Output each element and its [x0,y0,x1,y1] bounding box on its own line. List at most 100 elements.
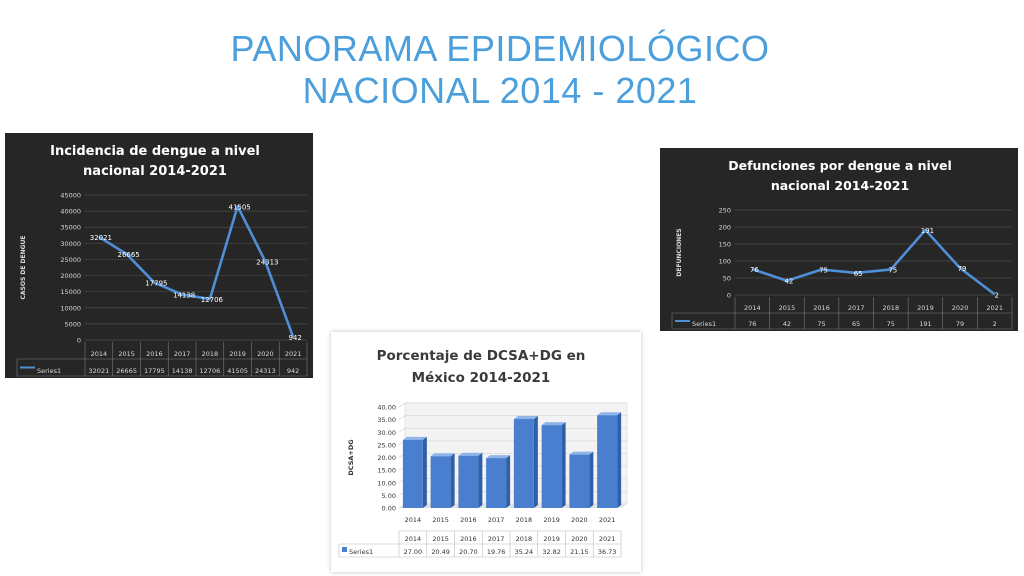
deaths-table-value: 2 [993,320,997,328]
deaths-x-tick-label: 2020 [952,304,969,312]
dcsa-bar-top [597,412,622,416]
dcsa-x-tick-label: 2021 [599,516,616,524]
dcsa-table-value: 36.73 [598,548,617,556]
dengue-deaths-chart-panel: Defunciones por dengue a nivel nacional 2… [660,148,1018,331]
dcsa-bar-top [430,453,455,457]
dcsa-x-tick-label: 2018 [516,516,533,524]
dcsa-table-header: 2015 [432,535,449,543]
dengue-data-label: 32021 [90,234,112,242]
deaths-legend-label: Series1 [692,320,716,328]
dengue-y-tick-label: 45000 [60,192,81,200]
dcsa-bar-top [402,436,427,440]
dengue-y-tick-label: 5000 [64,320,81,328]
dengue-table-value: 17795 [144,367,165,375]
dcsa-table-value: 19.76 [487,548,506,556]
deaths-table-value: 75 [817,320,825,328]
dengue-table-value: 14138 [172,367,193,375]
dcsa-y-tick-label: 30.00 [377,429,396,437]
dengue-x-tick-label: 2020 [257,350,274,358]
dcsa-y-tick-label: 25.00 [377,441,396,449]
dcsa-table-header: 2016 [460,535,477,543]
deaths-data-label: 65 [854,270,863,278]
dcsa-gridline [398,415,406,420]
slide-title-line-2: NACIONAL 2014 - 2021 [302,70,698,111]
dcsa-gridline [398,402,406,408]
dcsa-legend-label: Series1 [349,548,373,556]
deaths-data-label: 2 [994,291,998,299]
deaths-data-label: 191 [921,227,934,235]
deaths-table-value: 42 [783,320,791,328]
dcsa-bar-side [422,436,427,508]
dcsa-y-tick-label: 20.00 [377,454,396,462]
deaths-data-label: 75 [819,267,828,275]
dengue-incidence-chart-panel: Incidencia de dengue a nivel nacional 201… [5,133,313,378]
dcsa-bar-side [617,412,622,508]
dengue-table-value: 942 [287,367,299,375]
dcsa-dg-chart: Porcentaje de DCSA+DG en México 2014-2021… [338,348,628,558]
dengue-table-value: 41505 [227,367,248,375]
dengue-data-label: 24313 [256,259,278,267]
dengue-x-tick-label: 2017 [174,350,191,358]
dcsa-title-line: México 2014-2021 [412,370,551,386]
dcsa-bar-side [450,453,455,508]
dcsa-bar [569,454,590,508]
dcsa-x-tick-label: 2020 [571,516,588,524]
dengue-data-label: 14138 [173,291,195,299]
dengue-data-label: 26665 [117,251,139,259]
dcsa-bar [486,458,507,508]
dcsa-bar [430,456,451,508]
dcsa-bar-side [533,416,538,508]
dcsa-y-tick-label: 40.00 [377,404,396,412]
dcsa-x-tick-label: 2019 [543,516,560,524]
deaths-y-tick-label: 150 [719,241,731,249]
deaths-y-tick-label: 250 [719,207,731,215]
deaths-table-value: 65 [852,320,860,328]
dengue-x-tick-label: 2014 [91,350,108,358]
dcsa-x-tick-label: 2017 [488,516,505,524]
dcsa-legend-key [342,547,347,552]
deaths-x-tick-label: 2015 [779,304,796,312]
dcsa-y-tick-label: 5.00 [382,492,396,500]
dcsa-bar-side [589,451,594,508]
dcsa-title-line: Porcentaje de DCSA+DG en [377,348,586,364]
deaths-table-value: 76 [748,320,756,328]
deaths-table-value: 75 [887,320,895,328]
deaths-y-tick-label: 50 [723,275,731,283]
dcsa-bar [402,439,423,508]
dcsa-bar-side [506,455,511,508]
dengue-table-value: 24313 [255,367,276,375]
deaths-data-label: 76 [750,266,759,274]
dcsa-table-value: 35.24 [515,548,534,556]
dcsa-table-header: 2014 [405,535,422,543]
dengue-y-tick-label: 40000 [60,208,81,216]
deaths-data-label: 42 [784,278,793,286]
slide-title-line-1: PANORAMA EPIDEMIOLÓGICO [230,28,770,69]
dcsa-x-tick-label: 2014 [405,516,422,524]
deaths-table-value: 191 [919,320,931,328]
dengue-y-tick-label: 30000 [60,240,81,248]
dcsa-bar-top [569,451,594,455]
deaths-y-tick-label: 0 [727,292,731,300]
dcsa-bar [597,415,618,508]
dcsa-bar [458,455,479,508]
dengue-x-tick-label: 2018 [202,350,219,358]
dengue-x-tick-label: 2016 [146,350,163,358]
dcsa-x-tick-label: 2015 [432,516,449,524]
deaths-x-tick-label: 2021 [986,304,1003,312]
dcsa-table-value: 20.49 [431,548,450,556]
deaths-x-tick-label: 2016 [813,304,830,312]
dcsa-dg-chart-panel: Porcentaje de DCSA+DG en México 2014-2021… [331,332,641,572]
dengue-x-tick-label: 2015 [118,350,135,358]
deaths-title-line: Defunciones por dengue a nivel [728,158,951,173]
dengue-deaths-chart: Defunciones por dengue a nivel nacional 2… [671,158,1013,330]
dcsa-table-value: 21.15 [570,548,589,556]
dcsa-bar [513,419,534,508]
deaths-x-tick-label: 2018 [883,304,900,312]
dcsa-table-header: 2021 [599,535,616,543]
dengue-y-tick-label: 25000 [60,256,81,264]
dcsa-y-tick-label: 15.00 [377,467,396,475]
dcsa-table-header: 2020 [571,535,588,543]
dengue-y-tick-label: 0 [77,337,81,345]
deaths-title-line: nacional 2014-2021 [771,178,909,193]
dengue-x-tick-label: 2019 [229,350,246,358]
